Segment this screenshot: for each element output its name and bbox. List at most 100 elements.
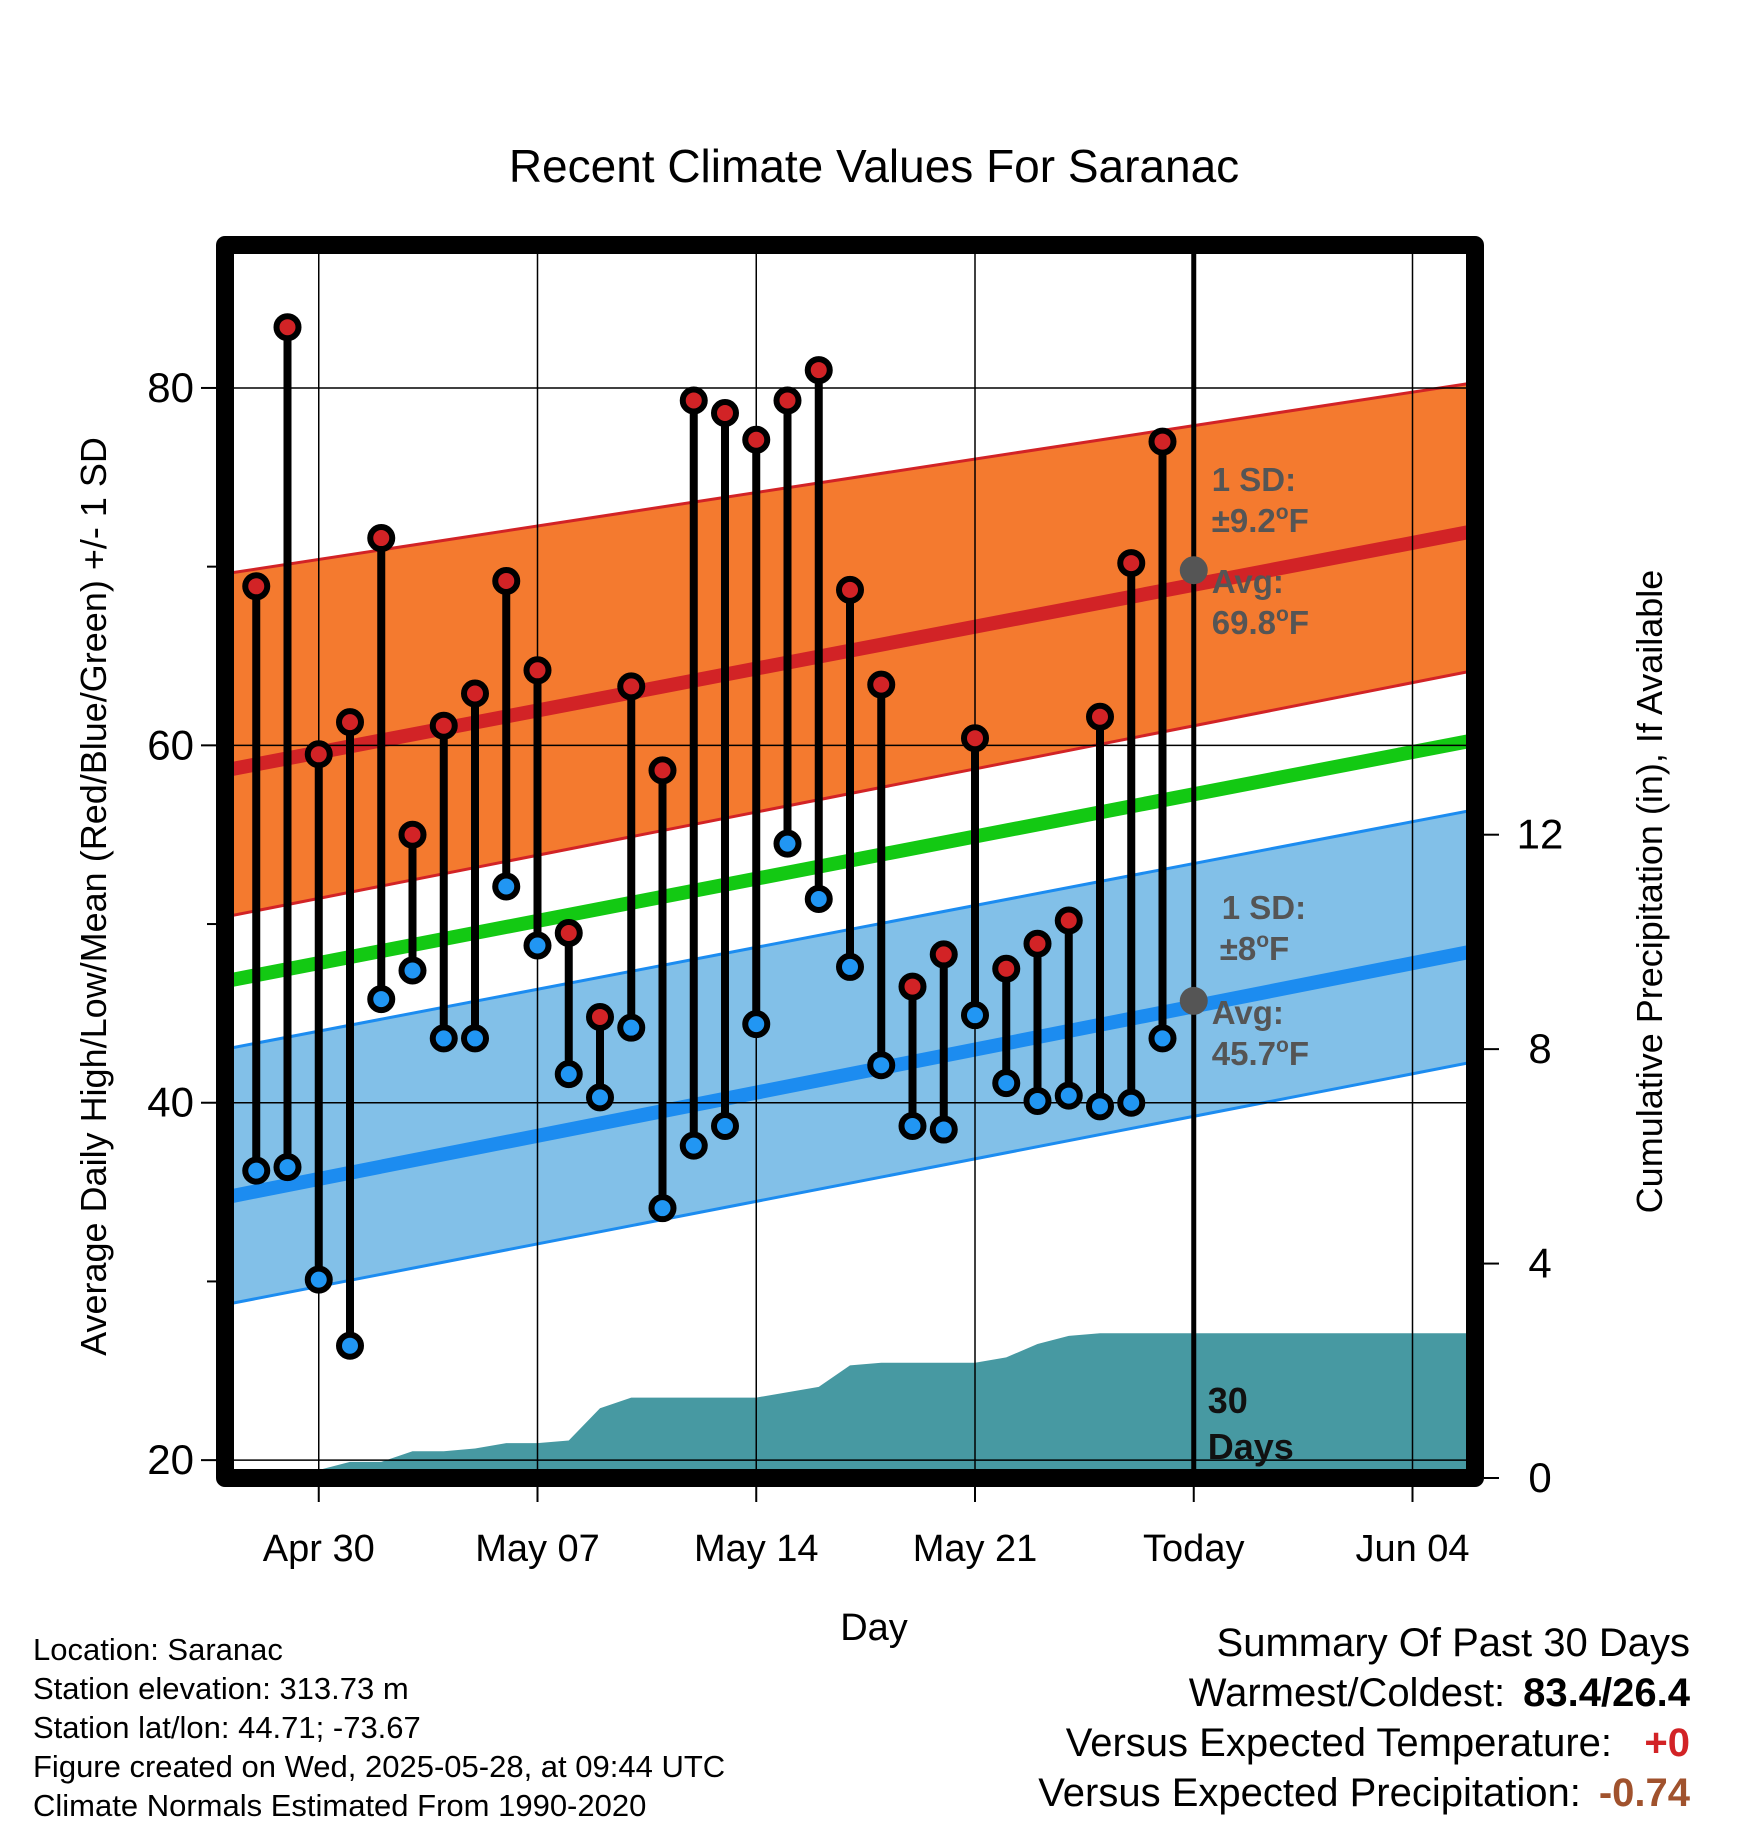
x-tick-label: May 14 — [694, 1528, 819, 1570]
daily-high-point — [836, 575, 864, 604]
summary-title: Summary Of Past 30 Days — [1216, 1621, 1690, 1665]
daily-low-point — [929, 1115, 958, 1144]
summary-temp-row: Versus Expected Temperature: +0 — [1038, 1718, 1690, 1768]
daily-high-point — [1117, 549, 1146, 578]
high-sd-label: 1 SD: — [1212, 461, 1296, 498]
elevation-text: Station elevation: 313.73 m — [33, 1671, 409, 1706]
high-avg-label: Avg: — [1212, 563, 1284, 600]
created-text: Figure created on Wed, 2025-05-28, at 09… — [33, 1749, 726, 1784]
daily-low-point — [554, 1060, 583, 1089]
daily-low-point — [773, 829, 802, 858]
high-sd-value: ±9.2oF — [1212, 501, 1309, 539]
daily-low-point — [804, 885, 833, 914]
warmest-label: Warmest/Coldest: — [1188, 1671, 1506, 1715]
daily-high-point — [492, 566, 521, 595]
daily-low-point — [492, 872, 521, 901]
daily-low-point — [711, 1111, 739, 1140]
daily-high-point — [804, 356, 833, 385]
x-tick-label: May 07 — [475, 1528, 600, 1570]
y2-tick-label: 4 — [1528, 1240, 1551, 1287]
daily-high-point — [1148, 427, 1177, 456]
daily-high-point — [867, 670, 896, 699]
y-axis-label: Average Daily High/Low/Mean (Red/Blue/Gr… — [73, 437, 114, 1356]
precip-anomaly-value: -0.74 — [1598, 1771, 1690, 1815]
latlon-text: Station lat/lon: 44.71; -73.67 — [33, 1710, 421, 1745]
y2-tick-label: 8 — [1528, 1025, 1551, 1072]
daily-low-point — [398, 956, 427, 985]
daily-low-point — [1117, 1088, 1146, 1117]
daily-high-point — [586, 1002, 614, 1031]
daily-high-point — [398, 820, 427, 849]
low-sd-label: 1 SD: — [1222, 889, 1306, 926]
daily-high-point — [273, 313, 302, 342]
y2-tick-label: 0 — [1528, 1454, 1551, 1501]
daily-low-point — [617, 1013, 646, 1042]
warmest-value: 83.4/26.4 — [1523, 1671, 1690, 1715]
chart-title: Recent Climate Values For Saranac — [509, 140, 1239, 192]
daily-low-point — [679, 1131, 708, 1160]
precip-anomaly-label: Versus Expected Precipitation: — [1038, 1771, 1581, 1815]
low-mean-line — [225, 943, 1475, 1205]
temp-anomaly-label: Versus Expected Temperature: — [1065, 1721, 1612, 1765]
daily-low-point — [648, 1194, 677, 1223]
daily-low-point — [1086, 1092, 1114, 1121]
daily-low-point — [1148, 1024, 1177, 1053]
summary-panel: Summary Of Past 30 Days Warmest/Coldest:… — [1038, 1618, 1690, 1818]
daily-low-point — [742, 1010, 771, 1039]
summary-warmest-row: Warmest/Coldest: 83.4/26.4 — [1038, 1668, 1690, 1718]
low-avg-label: Avg: — [1212, 994, 1284, 1031]
location-text: Location: Saranac — [33, 1632, 283, 1667]
y-tick-label: 20 — [147, 1436, 194, 1483]
daily-high-point — [461, 679, 489, 708]
summary-precip-row: Versus Expected Precipitation: -0.74 — [1038, 1768, 1690, 1818]
daily-low-point — [836, 952, 864, 981]
x-tick-label: May 21 — [913, 1528, 1038, 1570]
daily-low-point — [367, 985, 396, 1014]
daily-high-point — [429, 711, 458, 740]
high-avg-value: 69.8oF — [1212, 603, 1309, 641]
daily-low-point — [992, 1069, 1021, 1098]
plot-area — [225, 245, 1475, 1478]
low-sd-value: ±8oF — [1220, 929, 1289, 967]
daily-high-point — [992, 954, 1021, 983]
daily-high-point — [242, 572, 271, 601]
y-tick-label: 60 — [147, 721, 194, 768]
daily-low-point — [1054, 1081, 1083, 1110]
days-label-number: 30 — [1208, 1380, 1248, 1421]
daily-high-point — [929, 940, 958, 969]
x-tick-label: Today — [1143, 1528, 1244, 1570]
today-high-avg-point — [1179, 556, 1208, 585]
days-label-text: Days — [1208, 1426, 1294, 1467]
temp-anomaly-value: +0 — [1644, 1721, 1690, 1765]
daily-low-point — [898, 1111, 927, 1140]
x-tick-label: Jun 04 — [1355, 1528, 1469, 1570]
normals-text: Climate Normals Estimated From 1990-2020 — [33, 1788, 647, 1823]
daily-high-point — [617, 672, 646, 701]
daily-high-point — [523, 656, 552, 685]
daily-high-point — [648, 756, 677, 785]
y2-tick-label: 12 — [1517, 811, 1564, 858]
daily-low-point — [273, 1153, 302, 1182]
daily-low-point — [1023, 1086, 1052, 1115]
daily-high-point — [742, 425, 771, 454]
daily-high-point — [679, 386, 708, 415]
daily-low-point — [336, 1331, 364, 1360]
daily-low-point — [461, 1024, 489, 1053]
x-tick-label: Apr 30 — [263, 1528, 375, 1570]
x-axis-label: Day — [840, 1607, 908, 1649]
daily-high-point — [336, 708, 364, 737]
daily-low-point — [867, 1051, 896, 1080]
daily-high-point — [554, 918, 583, 947]
station-info: Location: Saranac Station elevation: 313… — [33, 1630, 725, 1825]
y-tick-label: 80 — [147, 364, 194, 411]
high-sd-band-upper-edge — [225, 381, 1475, 576]
daily-low-point — [586, 1083, 614, 1112]
precip-area — [225, 1333, 1475, 1478]
daily-high-point — [1086, 702, 1114, 731]
y2-axis-label: Cumulative Precipitation (in), If Availa… — [1629, 570, 1670, 1214]
daily-low-point — [304, 1265, 333, 1294]
today-low-avg-point — [1179, 986, 1208, 1015]
daily-low-point — [523, 931, 552, 960]
daily-high-point — [1023, 929, 1052, 958]
